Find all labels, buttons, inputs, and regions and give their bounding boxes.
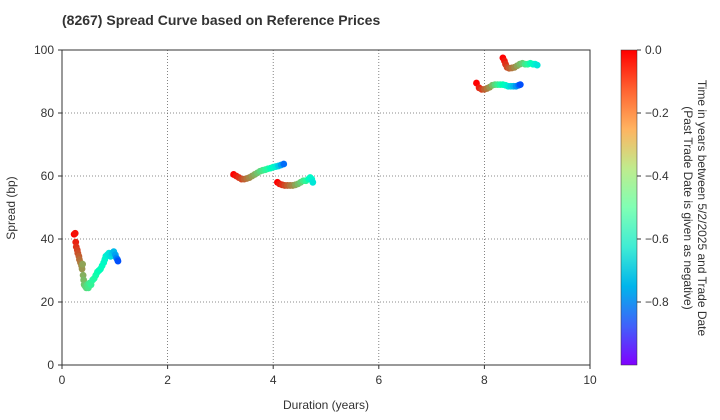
x-tick-label: 2 [164,373,171,387]
y-tick-label: 60 [41,169,55,183]
data-point [280,160,288,168]
plot-frame [61,49,591,366]
colorbar-tick-label: −0.6 [645,232,669,246]
x-tick-label: 10 [583,373,597,387]
colorbar [620,49,638,366]
y-axis-ticks: 0 20 40 60 80 100 [34,43,62,372]
data-point [114,257,122,265]
chart-title: (8267) Spread Curve based on Reference P… [62,12,380,28]
data-points [70,54,541,292]
x-tick-label: 8 [481,373,488,387]
data-point [516,81,524,89]
data-point [71,229,79,237]
colorbar-ticks: 0.0 −0.2 −0.4 −0.6 −0.8 [637,43,669,309]
y-tick-label: 20 [41,295,55,309]
colorbar-tick-label: −0.4 [645,169,669,183]
x-axis-ticks: 0 2 4 6 8 10 [59,365,597,387]
colorbar-tick-label: −0.2 [645,106,669,120]
data-point [79,260,86,268]
x-tick-label: 6 [375,373,382,387]
y-tick-label: 40 [41,232,55,246]
x-axis-label: Duration (years) [283,398,369,412]
y-axis-label: Spread (bp) [4,176,18,239]
x-tick-label: 0 [59,373,66,387]
y-tick-label: 100 [34,43,54,57]
colorbar-label-line1: Time in years between 5/2/2025 and Trade… [695,80,709,337]
y-tick-label: 80 [41,106,55,120]
data-point [533,61,541,69]
grid-lines [62,50,590,365]
colorbar-tick-label: −0.8 [645,295,669,309]
x-tick-label: 4 [270,373,277,387]
data-point [309,178,317,186]
y-tick-label: 0 [47,358,54,372]
colorbar-tick-label: 0.0 [645,43,662,57]
colorbar-label-line2: (Past Trade Date is given as negative) [681,106,695,309]
